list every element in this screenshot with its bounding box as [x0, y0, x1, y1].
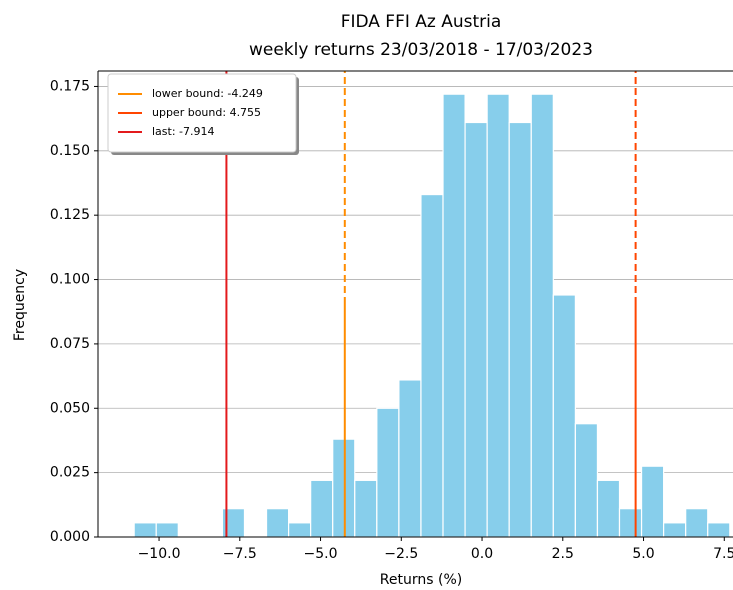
y-tick-label: 0.050	[50, 400, 90, 416]
axes: 0.000 0.025 0.050 0.075 0.100 0.125 0.150 0.175…	[50, 70, 733, 562]
x-tick-label: 7.5	[713, 546, 733, 562]
bar	[663, 522, 687, 538]
bar	[310, 479, 334, 538]
x-tick-label: −2.5	[384, 546, 418, 562]
bar	[354, 479, 378, 538]
x-tick-label: −5.0	[304, 546, 338, 562]
y-tick-label: 0.000	[50, 529, 90, 545]
bars	[133, 93, 731, 538]
y-tick-label: 0.075	[50, 336, 90, 352]
bar	[508, 121, 532, 538]
x-tick-label: −7.5	[223, 546, 257, 562]
x-tick-label: 5.0	[632, 546, 654, 562]
bar	[376, 407, 400, 538]
bar	[442, 93, 466, 538]
y-tick-label: 0.150	[50, 143, 90, 159]
bar	[420, 193, 444, 538]
bar	[618, 508, 643, 538]
bar	[552, 294, 576, 538]
bar	[265, 508, 290, 538]
bar	[332, 438, 356, 538]
x-axis-label: Returns (%)	[380, 572, 462, 588]
bar	[707, 522, 731, 538]
bar	[287, 522, 312, 538]
bar	[574, 423, 599, 538]
legend-label: lower bound: -4.249	[152, 87, 263, 100]
y-tick-label: 0.025	[50, 465, 90, 481]
y-tick-label: 0.175	[50, 78, 90, 94]
legend-box	[107, 73, 297, 153]
chart-title: FIDA FFI Az Austria	[341, 12, 502, 32]
legend: lower bound: -4.249 upper bound: 4.755 las…	[107, 73, 299, 155]
bar	[486, 93, 510, 538]
y-tick-label: 0.100	[50, 272, 90, 288]
bar	[133, 522, 157, 538]
bar	[685, 508, 709, 538]
bar	[398, 379, 422, 538]
bar	[530, 93, 554, 538]
x-tick-label: −10.0	[138, 546, 181, 562]
reference-lines	[225, 71, 637, 537]
y-axis-label: Frequency	[12, 269, 28, 341]
legend-label: upper bound: 4.755	[152, 106, 261, 119]
x-tick-label: 2.5	[552, 546, 574, 562]
bar	[155, 522, 179, 538]
bar	[596, 479, 621, 538]
chart-subtitle: weekly returns 23/03/2018 - 17/03/2023	[249, 40, 593, 60]
bar	[640, 465, 665, 538]
y-tick-label: 0.125	[50, 207, 90, 223]
x-tick-label: 0.0	[471, 546, 493, 562]
bar	[464, 121, 488, 538]
legend-label: last: -7.914	[152, 125, 215, 138]
